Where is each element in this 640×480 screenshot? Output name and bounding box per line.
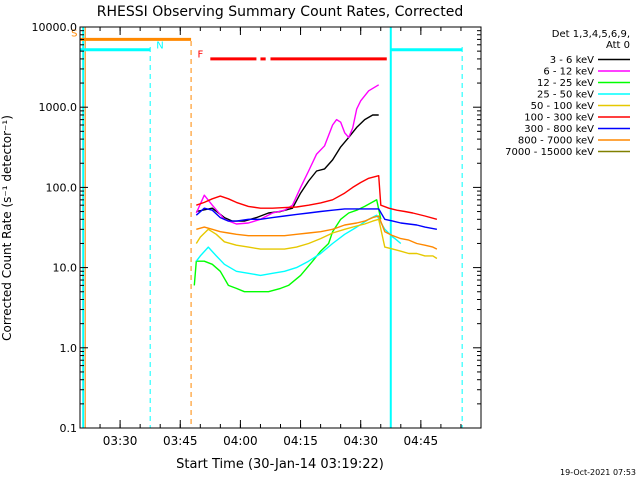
y-tick-label: 100.0 (46, 181, 78, 194)
y-tick-label: 10.0 (53, 262, 78, 275)
y-tick-label: 10000.0 (32, 21, 78, 34)
y-tick-label: 1000.0 (39, 101, 78, 114)
series-line-3 (195, 214, 402, 277)
x-axis-label: Start Time (30-Jan-14 03:19:22) (176, 457, 384, 472)
chart-title: RHESSI Observing Summary Count Rates, Co… (97, 4, 463, 20)
legend-label: 6 - 12 keV (543, 67, 594, 78)
plot-lines (193, 84, 438, 293)
legend-header: Att 0 (606, 40, 630, 51)
y-axis: 0.1 1.0 10.0 100.0 1000.0 10000.0 (32, 21, 481, 435)
series-line-5 (196, 174, 438, 220)
x-axis: 03:30 03:45 04:00 04:15 04:30 04:45 (79, 27, 482, 448)
annotation-s: S (71, 29, 77, 40)
legend-label: 12 - 25 keV (537, 78, 594, 89)
y-tick-label: 0.1 (60, 422, 78, 435)
x-tick-label: 04:00 (223, 434, 258, 448)
series-line-7 (196, 215, 438, 250)
y-tick-label: 1.0 (60, 342, 78, 355)
annotation-f: F (197, 50, 203, 61)
legend-header: Det 1,3,4,5,6,9, (552, 29, 630, 40)
series-line-4 (195, 218, 438, 260)
series-line-1 (195, 84, 380, 225)
x-tick-label: 04:45 (404, 434, 439, 448)
legend-label: 3 - 6 keV (550, 55, 594, 66)
legend-label: 800 - 7000 keV (518, 136, 594, 147)
legend-label: 100 - 300 keV (524, 113, 594, 124)
y-axis-label: Corrected Count Rate (s⁻¹ detector⁻¹) (0, 115, 14, 341)
series-line-6 (195, 207, 438, 230)
footer-timestamp: 19-Oct-2021 07:53 (560, 468, 636, 477)
legend-label: 25 - 50 keV (537, 90, 594, 101)
annotation-n: N (156, 40, 163, 51)
legend-label: 300 - 800 keV (524, 124, 594, 135)
series-line-2 (193, 199, 382, 293)
plot-frame (79, 26, 482, 429)
x-tick-label: 03:30 (103, 434, 138, 448)
x-tick-label: 04:30 (343, 434, 378, 448)
x-tick-label: 04:15 (283, 434, 318, 448)
x-tick-label: 03:45 (163, 434, 198, 448)
legend-label: 7000 - 15000 keV (505, 147, 594, 158)
legend-label: 50 - 100 keV (531, 101, 595, 112)
plot-decorations: S N F (71, 27, 463, 428)
